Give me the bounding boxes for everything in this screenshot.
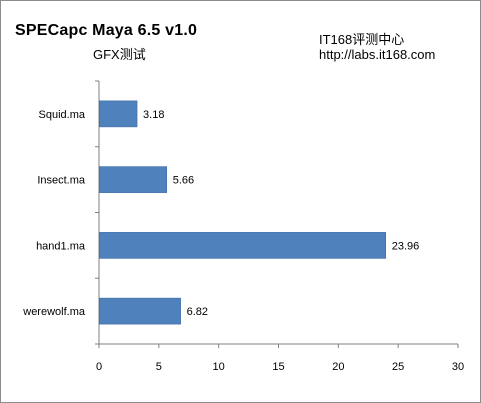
data-label: 3.18 xyxy=(143,109,164,121)
x-tick-label: 30 xyxy=(452,361,464,373)
x-tick-label: 0 xyxy=(96,361,102,373)
category-label: hand1.ma xyxy=(36,240,86,252)
x-tick-label: 10 xyxy=(213,361,225,373)
data-label: 6.82 xyxy=(187,306,208,318)
bar xyxy=(99,166,168,193)
bar xyxy=(99,232,387,259)
data-label: 23.96 xyxy=(392,240,420,252)
brand-label: IT168评测中心 xyxy=(319,32,405,47)
category-label: werewolf.ma xyxy=(22,306,86,318)
data-label: 5.66 xyxy=(173,175,194,187)
x-tick-label: 15 xyxy=(272,361,284,373)
x-tick-label: 25 xyxy=(392,361,404,373)
x-tick-label: 20 xyxy=(332,361,344,373)
bar xyxy=(99,297,181,325)
brand-url: http://labs.it168.com xyxy=(319,47,436,62)
x-tick-label: 5 xyxy=(156,361,162,373)
category-label: Squid.ma xyxy=(39,109,86,121)
bar xyxy=(99,100,138,128)
chart-title: SPECapc Maya 6.5 v1.0 xyxy=(15,22,198,39)
chart-subtitle: GFX测试 xyxy=(93,47,146,62)
category-label: Insect.ma xyxy=(37,175,86,187)
